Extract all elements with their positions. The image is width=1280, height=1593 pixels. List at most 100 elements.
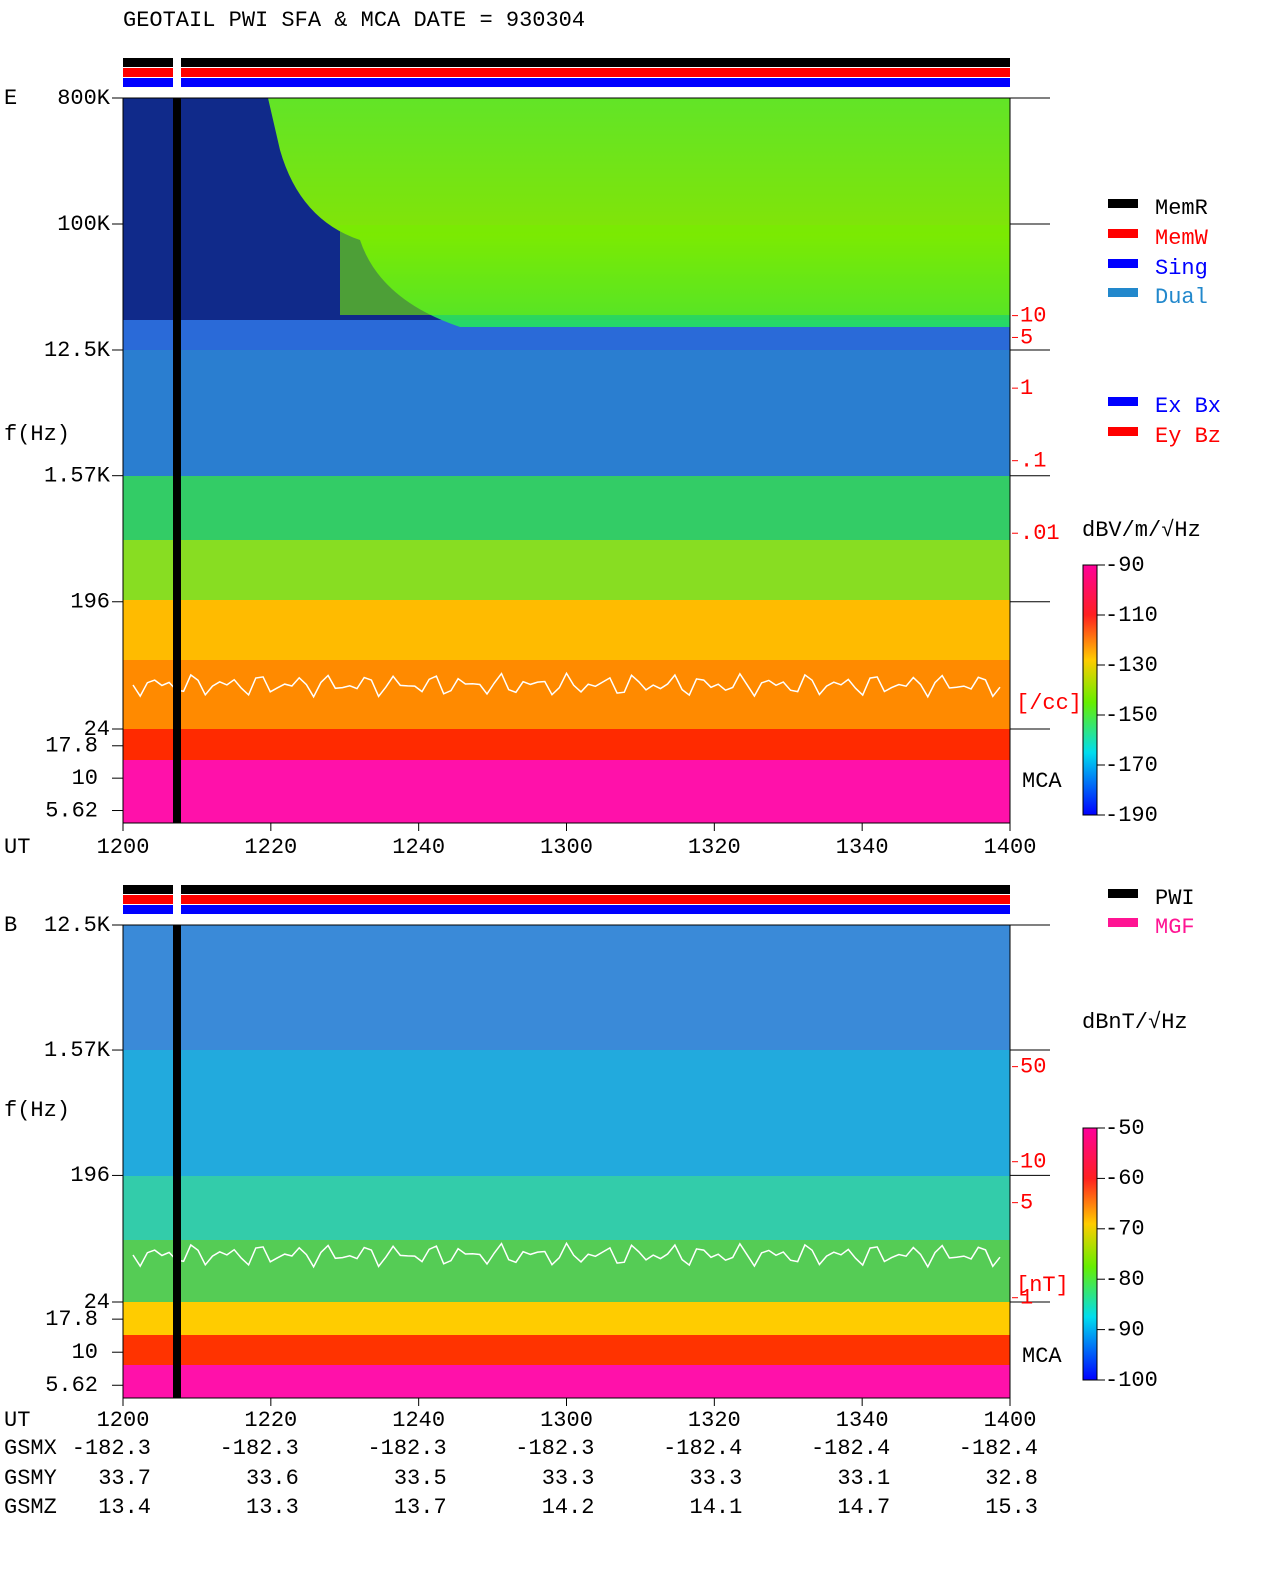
x-tick-label: 1200 <box>97 835 150 860</box>
legend-label: Sing <box>1155 256 1208 281</box>
y2-unit: [nT] <box>1016 1273 1069 1298</box>
spectrogram-band <box>123 1240 1010 1302</box>
panel-label: B <box>4 913 17 938</box>
orbit-value: 15.3 <box>985 1495 1038 1520</box>
orbit-value: 13.7 <box>394 1495 447 1520</box>
legend-label: MemR <box>1155 196 1208 221</box>
colorbar-tick-label: -170 <box>1105 753 1158 778</box>
x-tick-label: 1340 <box>836 1408 889 1433</box>
orbit-value: 33.7 <box>98 1466 151 1491</box>
x-tick-label: 1220 <box>244 1408 297 1433</box>
status-marker <box>173 58 181 87</box>
orbit-value: 33.5 <box>394 1466 447 1491</box>
orbit-value: -182.4 <box>811 1436 890 1461</box>
legend-swatch <box>1108 889 1138 898</box>
orbit-value: 14.1 <box>690 1495 743 1520</box>
panel-label: E <box>4 86 17 111</box>
colorbar <box>1082 1127 1098 1381</box>
orbit-value: 33.3 <box>542 1466 595 1491</box>
mca-label: MCA <box>1022 769 1062 794</box>
spectrogram-band <box>123 1365 1010 1398</box>
colorbar <box>1082 564 1098 816</box>
header: GEOTAIL PWI SFA & MCA DATE = 930304 <box>123 8 585 33</box>
legend-swatch <box>1108 397 1138 406</box>
y2-tick-label: 1 <box>1020 1286 1033 1311</box>
spectrogram-band <box>123 1176 1010 1240</box>
spectrogram-band <box>123 660 1010 729</box>
legend-label: MemW <box>1155 226 1209 251</box>
spectrogram-band <box>123 476 1010 540</box>
x-tick-label: 1220 <box>244 835 297 860</box>
orbit-value: -182.3 <box>220 1436 299 1461</box>
x-tick-label: 1240 <box>392 1408 445 1433</box>
legend-swatch <box>1108 427 1138 436</box>
orbit-value: 14.7 <box>837 1495 890 1520</box>
mca-tick-label: 10 <box>72 1340 98 1365</box>
y-tick-label: 1.57K <box>44 1038 111 1063</box>
x-tick-label: 1340 <box>836 835 889 860</box>
status-bar <box>123 68 1010 77</box>
mca-tick-label: 5.62 <box>45 1373 98 1398</box>
x-tick-label: 1400 <box>984 1408 1037 1433</box>
orbit-value: -182.3 <box>367 1436 446 1461</box>
y2-tick-label: 10 <box>1020 303 1046 328</box>
x-tick-label: 1400 <box>984 835 1037 860</box>
spectrogram-band <box>123 925 1010 1050</box>
mca-tick-label: 5.62 <box>45 798 98 823</box>
x-tick-label: 1300 <box>540 1408 593 1433</box>
colorbar-tick-label: -70 <box>1105 1217 1145 1242</box>
orbit-value: -182.4 <box>663 1436 742 1461</box>
y2-tick-label: .1 <box>1020 448 1046 473</box>
orbit-row-label: GSMY <box>4 1466 57 1491</box>
mca-tick-label: 17.8 <box>45 1307 98 1332</box>
colorbar-tick-label: -110 <box>1105 603 1158 628</box>
y-axis-label: f(Hz) <box>4 422 70 447</box>
x-tick-label: 1320 <box>688 835 741 860</box>
mca-tick-label: 17.8 <box>45 734 98 759</box>
spectrogram-band <box>123 540 1010 600</box>
y-tick-label: 12.5K <box>44 338 111 363</box>
y-tick-label: 12.5K <box>44 913 111 938</box>
colorbar-tick-label: -130 <box>1105 653 1158 678</box>
colorbar-title: dBV/m/√Hz <box>1082 518 1201 543</box>
colorbar-tick-label: -100 <box>1105 1368 1158 1393</box>
legend-label: Dual <box>1155 285 1208 310</box>
y2-tick-label: 50 <box>1020 1054 1046 1079</box>
orbit-value: 33.3 <box>690 1466 743 1491</box>
spectrogram-band <box>123 760 1010 823</box>
colorbar-tick-label: -50 <box>1105 1116 1145 1141</box>
y-tick-label: 100K <box>57 212 111 237</box>
spectrogram-band <box>123 729 1010 760</box>
legend-swatch <box>1108 199 1138 208</box>
x-axis-label: UT <box>4 835 30 860</box>
x-tick-label: 1300 <box>540 835 593 860</box>
colorbar-tick-label: -80 <box>1105 1267 1145 1292</box>
orbit-row-label: GSMX <box>4 1436 57 1461</box>
colorbar-tick-label: -90 <box>1105 1317 1145 1342</box>
orbit-value: 13.4 <box>98 1495 151 1520</box>
spectrogram-band <box>123 600 1010 660</box>
y2-unit: [/cc] <box>1016 691 1082 716</box>
mca-label: MCA <box>1022 1344 1062 1369</box>
y-tick-label: 196 <box>70 590 110 615</box>
orbit-value: 33.1 <box>837 1466 890 1491</box>
y2-tick-label: 5 <box>1020 325 1033 350</box>
colorbar-tick-label: -190 <box>1105 803 1158 828</box>
legend-label: PWI <box>1155 886 1195 911</box>
legend-label: Ey Bz <box>1155 424 1221 449</box>
status-bar <box>123 78 1010 87</box>
spectrogram-band <box>123 1302 1010 1335</box>
status-marker <box>173 885 181 914</box>
spectrogram-band <box>123 350 1010 476</box>
legend-swatch <box>1108 918 1138 927</box>
y-axis-label: f(Hz) <box>4 1098 70 1123</box>
y2-tick-label: 1 <box>1020 376 1033 401</box>
colorbar-tick-label: -60 <box>1105 1166 1145 1191</box>
x-axis-label: UT <box>4 1408 30 1433</box>
orbit-value: 13.3 <box>246 1495 299 1520</box>
y-tick-label: 24 <box>84 717 110 742</box>
y2-tick-label: .01 <box>1020 521 1060 546</box>
orbit-value: -182.3 <box>72 1436 151 1461</box>
legend-label: Ex Bx <box>1155 394 1221 419</box>
density-trace <box>132 1241 1001 1269</box>
